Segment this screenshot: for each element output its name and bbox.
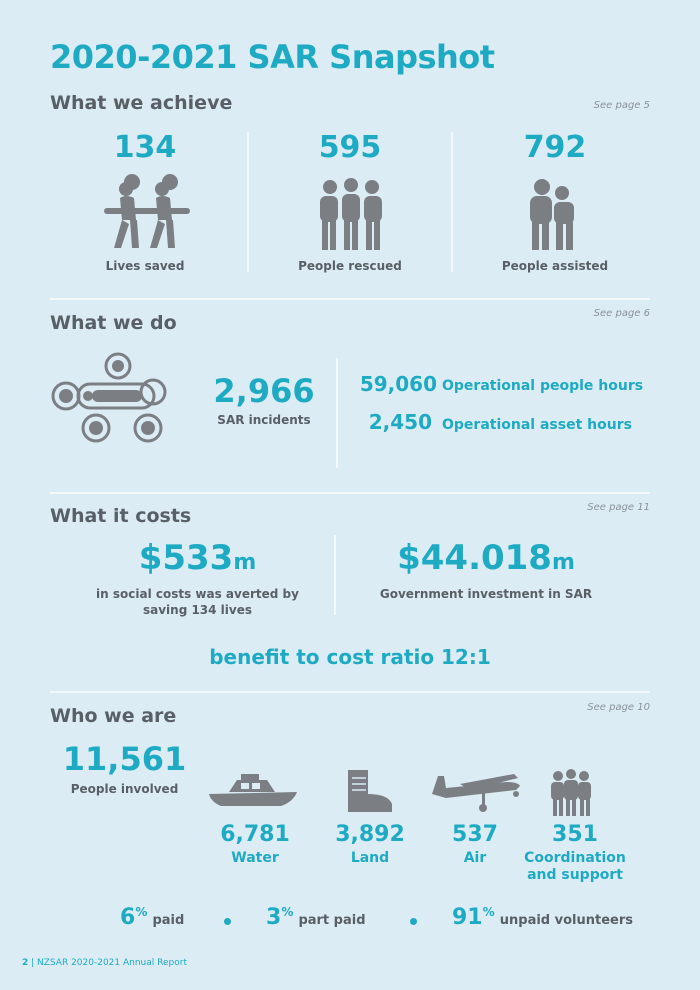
- social-costs-label-line2: saving 134 lives: [142, 603, 253, 617]
- water-label: Water: [231, 850, 279, 866]
- asset-hours-label: Operational asset hours: [442, 417, 632, 433]
- footer: 2 | NZSAR 2020-2021 Annual Report: [22, 958, 187, 968]
- paid-label: paid: [152, 913, 185, 928]
- footer-text: NZSAR 2020-2021 Annual Report: [37, 958, 187, 968]
- gov-investment-value: $44.018m: [355, 538, 617, 578]
- gov-investment-label: Government investment in SAR: [379, 587, 593, 601]
- unpaid-label: unpaid volunteers: [499, 913, 633, 928]
- bullet-dot: [224, 918, 231, 925]
- section-title-achieve: What we achieve: [50, 92, 233, 114]
- people-assisted-label: People assisted: [501, 259, 609, 273]
- people-involved-label: People involved: [70, 782, 179, 796]
- paid-stat: 6% paid: [120, 905, 184, 930]
- lives-saved-label: Lives saved: [105, 259, 185, 273]
- benefit-cost-ratio: benefit to cost ratio 12:1: [209, 645, 491, 669]
- coordination-label-line1: Coordination: [524, 850, 626, 866]
- people-rescued-label: People rescued: [298, 259, 402, 273]
- divider: [336, 358, 338, 468]
- divider: [334, 535, 336, 615]
- boat-icon: [207, 772, 303, 812]
- social-costs-amount: $533: [138, 538, 234, 578]
- page-title: 2020-2021 SAR Snapshot: [50, 38, 495, 76]
- see-page-who: See page 10: [587, 702, 650, 713]
- see-page-do: See page 6: [593, 308, 650, 319]
- social-costs-value: $533m: [80, 538, 315, 578]
- air-label: Air: [463, 850, 487, 866]
- divider: [247, 132, 249, 272]
- people-involved-value: 11,561: [62, 740, 187, 778]
- people-rescued-value: 595: [318, 130, 382, 165]
- page-number: 2: [22, 958, 29, 968]
- sar-incidents-label: SAR incidents: [217, 413, 311, 427]
- people-assisted-value: 792: [523, 130, 587, 165]
- divider: [451, 132, 453, 272]
- see-page-achieve: See page 5: [593, 100, 650, 111]
- people-hours-value: 59,060: [359, 372, 437, 396]
- paid-value: 6: [120, 905, 136, 930]
- section-divider: [50, 492, 650, 494]
- social-costs-unit: m: [233, 550, 257, 575]
- see-page-costs: See page 11: [587, 502, 650, 513]
- plane-icon: [430, 770, 522, 814]
- unpaid-stat: 91% unpaid volunteers: [452, 905, 633, 930]
- paid-percent: %: [135, 904, 148, 919]
- team-icon: [548, 768, 594, 818]
- section-title-costs: What it costs: [50, 505, 192, 527]
- unpaid-value: 91: [452, 905, 483, 930]
- coordination-label-line2: and support: [527, 867, 623, 883]
- section-title-who: Who we are: [50, 705, 177, 727]
- land-label: Land: [350, 850, 390, 866]
- water-value: 6,781: [220, 822, 290, 847]
- coordination-value: 351: [552, 822, 598, 847]
- bullet-dot: [410, 918, 417, 925]
- gov-investment-unit: m: [551, 550, 575, 575]
- people-hours-label: Operational people hours: [442, 378, 644, 394]
- gov-investment-amount: $44.018: [397, 538, 552, 578]
- air-value: 537: [452, 822, 498, 847]
- lives-saved-value: 134: [113, 130, 177, 165]
- unpaid-percent: %: [482, 904, 495, 919]
- land-value: 3,892: [335, 822, 405, 847]
- search-team-overhead-icon: [50, 350, 168, 444]
- footer-separator: |: [28, 958, 38, 968]
- sar-incidents-value: 2,966: [213, 372, 315, 410]
- section-title-do: What we do: [50, 312, 177, 334]
- section-divider: [50, 691, 650, 693]
- rescued-group-icon: [318, 178, 384, 252]
- stretcher-bearers-icon: [102, 172, 192, 252]
- social-costs-label-line1: in social costs was averted by: [96, 587, 299, 601]
- boot-icon: [344, 768, 396, 814]
- part-paid-value: 3: [266, 905, 282, 930]
- part-paid-percent: %: [281, 904, 294, 919]
- part-paid-stat: 3% part paid: [266, 905, 366, 930]
- asset-hours-value: 2,450: [368, 410, 432, 434]
- section-divider: [50, 298, 650, 300]
- assisted-pair-icon: [528, 178, 578, 252]
- part-paid-label: part paid: [298, 913, 366, 928]
